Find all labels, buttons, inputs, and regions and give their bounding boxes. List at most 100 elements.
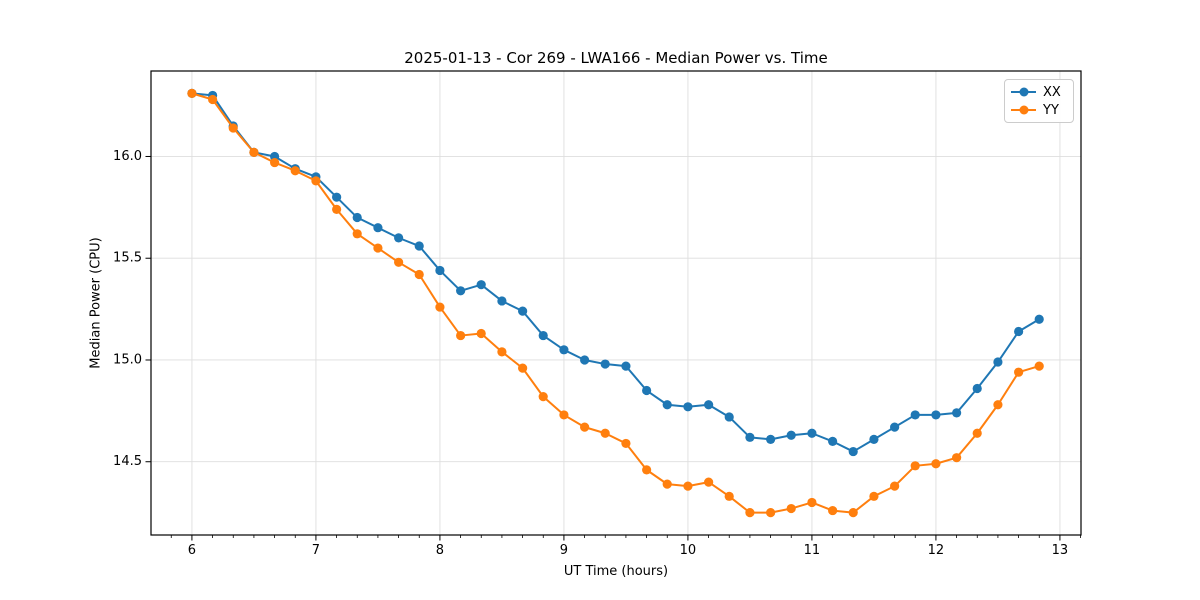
- x-tick-label: 12: [928, 543, 945, 558]
- data-point-xx: [559, 345, 569, 355]
- grid: [151, 71, 1081, 535]
- x-tick-label: 7: [312, 543, 320, 558]
- series-xx: [187, 88, 1044, 457]
- x-tick-label: 9: [560, 543, 568, 558]
- data-point-yy: [662, 479, 672, 489]
- data-point-yy: [497, 347, 507, 357]
- data-point-yy: [642, 465, 652, 475]
- y-tick-label: 15.5: [113, 251, 142, 266]
- tick-labels: 6 7 8 9 10 11 12 13 14.5 15.0 15.5 16.0: [113, 149, 1068, 558]
- data-point-xx: [394, 233, 404, 243]
- data-point-yy: [766, 508, 776, 518]
- legend-line-marker-xx: [1011, 87, 1036, 97]
- data-point-yy: [828, 505, 838, 516]
- data-point-xx: [993, 357, 1003, 367]
- data-point-xx: [497, 296, 507, 306]
- legend-dot-xx: [1019, 87, 1028, 97]
- data-point-xx: [600, 359, 610, 369]
- y-axis-label: Median Power (CPU): [88, 237, 104, 369]
- data-point-xx: [538, 330, 548, 341]
- data-point-yy: [600, 428, 610, 438]
- data-point-xx: [807, 428, 817, 438]
- data-point-yy: [724, 491, 734, 501]
- data-point-xx: [352, 212, 362, 223]
- y-tick-label: 14.5: [113, 454, 142, 469]
- legend-label-xx: XX: [1043, 84, 1061, 100]
- data-point-xx: [662, 400, 672, 410]
- legend-item-yy: YY: [1011, 104, 1067, 117]
- data-point-yy: [580, 422, 590, 432]
- data-point-yy: [910, 461, 920, 471]
- data-point-yy: [807, 497, 817, 508]
- data-point-yy: [208, 94, 218, 105]
- data-point-xx: [414, 241, 424, 251]
- data-point-yy: [559, 410, 569, 420]
- data-point-xx: [890, 422, 900, 432]
- series-yy: [187, 88, 1044, 518]
- x-tick-label: 8: [436, 543, 444, 558]
- legend-dot-yy: [1019, 105, 1028, 115]
- y-tick-label: 15.0: [113, 352, 142, 367]
- chart-title: 2025-01-13 - Cor 269 - LWA166 - Median P…: [404, 49, 828, 67]
- data-point-yy: [621, 438, 631, 449]
- data-point-yy: [290, 166, 300, 176]
- data-point-yy: [476, 328, 486, 339]
- data-point-xx: [518, 306, 528, 316]
- data-point-xx: [724, 412, 734, 422]
- x-tick-label: 10: [680, 543, 697, 558]
- series-line-xx: [190, 92, 1041, 453]
- data-point-xx: [683, 402, 693, 412]
- data-point-xx: [828, 436, 838, 446]
- legend-line-marker-yy: [1011, 105, 1036, 115]
- data-point-yy: [332, 204, 342, 214]
- data-point-yy: [394, 257, 404, 267]
- axis-ticks: [145, 155, 1081, 541]
- data-point-xx: [910, 410, 920, 420]
- data-point-xx: [621, 361, 631, 371]
- data-point-yy: [1014, 367, 1024, 377]
- data-point-yy: [848, 508, 858, 518]
- data-point-yy: [1034, 361, 1044, 371]
- data-point-xx: [745, 432, 755, 442]
- data-point-xx: [476, 280, 486, 290]
- data-point-xx: [848, 446, 858, 457]
- data-point-xx: [435, 265, 445, 276]
- x-tick-label: 6: [188, 543, 196, 558]
- data-point-xx: [766, 434, 776, 444]
- plot-border: [150, 70, 1082, 536]
- data-point-yy: [683, 481, 693, 491]
- data-point-yy: [228, 123, 238, 133]
- data-point-yy: [890, 481, 900, 491]
- data-point-yy: [538, 392, 548, 402]
- data-point-xx: [1034, 314, 1044, 324]
- x-tick-label: 11: [804, 543, 821, 558]
- data-point-yy: [456, 330, 466, 341]
- data-point-xx: [869, 434, 879, 444]
- data-point-xx: [1014, 326, 1024, 337]
- data-point-yy: [952, 453, 962, 463]
- y-tick-label: 16.0: [113, 149, 142, 164]
- data-point-yy: [352, 229, 362, 239]
- legend: XX YY: [1004, 79, 1074, 123]
- data-point-yy: [518, 363, 528, 373]
- legend-label-yy: YY: [1043, 102, 1059, 118]
- data-point-xx: [952, 408, 962, 418]
- series-line-yy: [190, 92, 1041, 514]
- data-point-yy: [373, 243, 383, 253]
- data-point-yy: [931, 459, 941, 469]
- data-point-xx: [580, 355, 590, 365]
- data-point-yy: [414, 269, 424, 280]
- legend-item-xx: XX: [1011, 86, 1067, 99]
- data-point-yy: [786, 503, 796, 514]
- data-point-xx: [456, 286, 466, 296]
- data-point-yy: [972, 428, 982, 438]
- data-point-yy: [270, 157, 280, 168]
- data-point-xx: [786, 430, 796, 440]
- data-point-xx: [642, 385, 652, 396]
- data-point-xx: [972, 383, 982, 394]
- x-tick-label: 13: [1052, 543, 1069, 558]
- data-point-yy: [187, 88, 197, 98]
- data-point-yy: [745, 508, 755, 518]
